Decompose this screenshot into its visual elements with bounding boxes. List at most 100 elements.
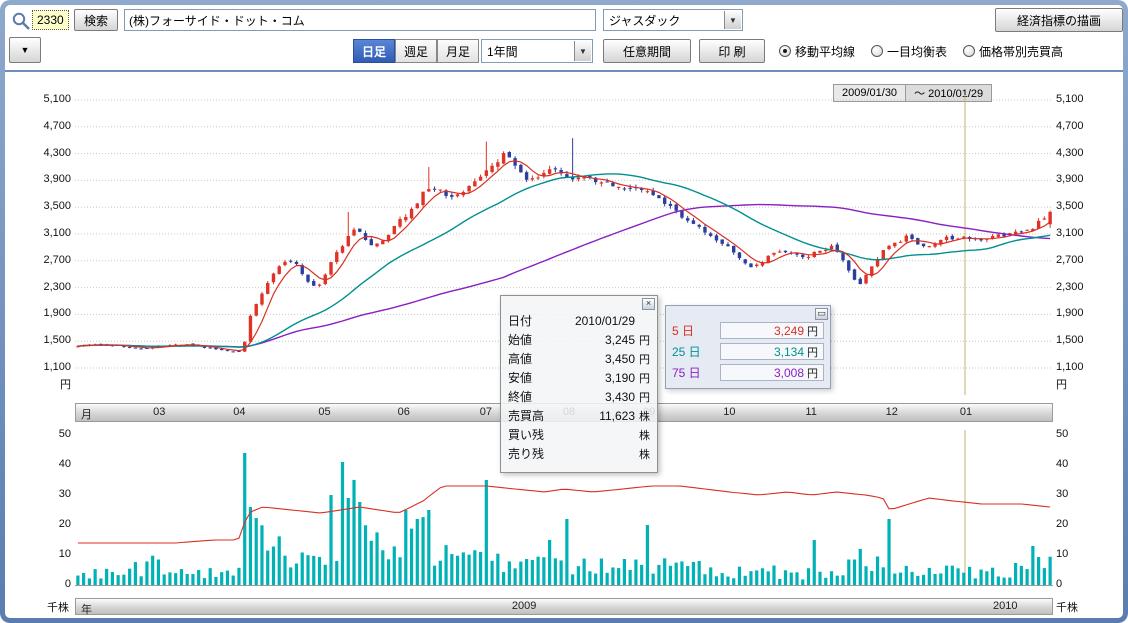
ma25-label: 25 日 — [672, 345, 701, 359]
tooltip-unit: 円 — [639, 391, 650, 404]
tooltip-unit: 株 — [639, 429, 650, 442]
volume-axis-unit-right: 千株 — [1056, 602, 1078, 614]
volume-axis-tick-left: 50 — [58, 428, 71, 440]
volume-axis-tick-right: 30 — [1056, 488, 1069, 500]
price-axis-tick-right: 1,500 — [1056, 334, 1084, 347]
company-name-input[interactable] — [124, 9, 596, 31]
year-label: 2010 — [993, 600, 1018, 612]
month-label: 07 — [479, 406, 492, 418]
market-select[interactable]: ジャスダック ▼ — [603, 9, 743, 31]
month-label: 04 — [233, 406, 246, 418]
price-axis-tick-left: 3,900 — [43, 173, 71, 186]
tooltip-label: 終値 — [508, 390, 533, 404]
close-icon[interactable]: × — [642, 298, 655, 310]
app-window-body: 検索 ジャスダック ▼ 経済指標の描画 ▼ 日足 週足 月足 1年間 ▼ 任意期… — [5, 5, 1123, 618]
price-axis-unit-left: 円 — [60, 379, 71, 391]
month-label: 11 — [805, 406, 817, 418]
price-axis-tick-left: 1,500 — [43, 334, 71, 347]
ma75-label: 75 日 — [672, 366, 701, 380]
economic-indicator-button[interactable]: 経済指標の描画 — [995, 8, 1123, 32]
ma25-legend-row: 25 日 3,134 円 — [666, 341, 830, 362]
volume-chart[interactable] — [75, 430, 1053, 592]
price-axis-tick-left: 4,700 — [43, 119, 71, 132]
date-range-display: 2009/01/30 ～ 2010/01/29 — [833, 84, 993, 102]
tooltip-row-low: 安値 3,190 円 — [501, 368, 657, 387]
ma-legend-titlebar[interactable]: ▭ — [666, 306, 830, 320]
volume-axis-tick-right: 0 — [1056, 578, 1063, 590]
minimize-icon[interactable]: ▭ — [815, 308, 828, 320]
tooltip-row-open: 始値 3,245 円 — [501, 330, 657, 349]
tooltip-row-date: 日付 2010/01/29 — [501, 311, 657, 330]
radio-moving-average-label: 移動平均線 — [795, 44, 856, 59]
price-axis-tick-right: 4,300 — [1056, 146, 1084, 159]
month-label: 06 — [397, 406, 410, 418]
chevron-down-icon[interactable]: ▼ — [724, 11, 741, 29]
price-axis-tick-right: 5,100 — [1056, 93, 1084, 105]
volume-axis-tick-right: 10 — [1056, 548, 1069, 560]
tooltip-label: 始値 — [508, 333, 533, 347]
month-label: 03 — [153, 406, 166, 418]
tooltip-unit: 円 — [639, 372, 650, 385]
price-axis-tick-left: 2,700 — [43, 253, 71, 266]
tooltip-row-close: 終値 3,430 円 — [501, 387, 657, 406]
month-strip-unit: 月 — [81, 409, 92, 421]
ma75-value-box: 3,008 円 — [720, 364, 824, 381]
tooltip-value: 2010/01/29 — [574, 313, 635, 328]
ma75-unit: 円 — [807, 367, 818, 380]
radio-unselected-icon[interactable] — [963, 45, 976, 57]
price-axis-tick-left: 4,300 — [43, 146, 71, 159]
custom-period-button[interactable]: 任意期間 — [603, 39, 691, 63]
price-axis-tick-left: 3,100 — [43, 227, 71, 239]
tooltip-label: 売買高 — [508, 409, 545, 423]
print-button[interactable]: 印 刷 — [699, 39, 765, 63]
volume-axis-unit-left: 千株 — [47, 602, 69, 614]
ma5-value-box: 3,249 円 — [720, 322, 824, 339]
price-axis-tick-left: 5,100 — [43, 93, 71, 105]
tooltip-label: 日付 — [508, 314, 533, 328]
ma75-value: 3,008 — [773, 365, 804, 380]
radio-unselected-icon[interactable] — [871, 45, 884, 57]
volume-axis-tick-right: 20 — [1056, 518, 1069, 530]
price-axis-tick-right: 2,700 — [1056, 253, 1084, 266]
ma25-value: 3,134 — [773, 344, 804, 359]
month-label: 10 — [723, 406, 736, 418]
ma75-legend-row: 75 日 3,008 円 — [666, 362, 830, 383]
search-button[interactable]: 検索 — [74, 9, 118, 31]
ma25-unit: 円 — [807, 346, 818, 359]
ohlc-tooltip-titlebar[interactable]: × — [501, 296, 657, 311]
ohlc-tooltip: × 日付 2010/01/29 始値 3,245 円 高値 3,450 円 安値… — [500, 295, 658, 473]
month-label: 01 — [959, 406, 973, 418]
tooltip-value: 3,450 — [604, 351, 635, 366]
price-axis-tick-left: 1,900 — [43, 307, 71, 320]
ma5-unit: 円 — [807, 325, 818, 338]
price-axis-tick-right: 1,900 — [1056, 307, 1084, 320]
radio-volume-by-price-label: 価格帯別売買高 — [979, 44, 1064, 59]
tooltip-unit: 円 — [639, 334, 650, 347]
period-select[interactable]: 1年間 ▼ — [481, 39, 593, 63]
tab-monthly[interactable]: 月足 — [437, 39, 479, 63]
ma-legend: ▭ 5 日 3,249 円 25 日 3,134 円 75 日 3,008 — [665, 305, 831, 389]
tooltip-unit: 株 — [639, 410, 650, 423]
tooltip-row-volume: 売買高 11,623 株 — [501, 406, 657, 425]
radio-selected-icon[interactable] — [779, 45, 791, 57]
radio-volume-by-price[interactable]: 価格帯別売買高 — [963, 43, 1063, 60]
stock-code-input[interactable] — [32, 10, 69, 30]
tooltip-row-margin-buy: 買い残 株 — [501, 425, 657, 444]
ma25-value-box: 3,134 円 — [720, 343, 824, 360]
chevron-down-icon[interactable]: ▼ — [574, 41, 591, 61]
tooltip-unit: 円 — [639, 353, 650, 366]
year-axis-strip: 年 2009 2010 — [75, 598, 1053, 616]
panel-dropdown-button[interactable]: ▼ — [9, 37, 41, 63]
search-icon — [12, 12, 30, 30]
volume-axis-tick-left: 0 — [64, 578, 71, 590]
volume-axis-tick-left: 30 — [58, 488, 71, 500]
tab-daily[interactable]: 日足 — [353, 39, 395, 63]
tooltip-value: 11,623 — [599, 408, 635, 423]
volume-axis-tick-right: 40 — [1056, 458, 1069, 470]
price-axis-tick-right: 4,700 — [1056, 119, 1084, 132]
tooltip-value: 3,190 — [604, 370, 635, 385]
radio-ichimoku[interactable]: 一目均衡表 — [871, 43, 947, 60]
radio-moving-average[interactable]: 移動平均線 — [779, 43, 855, 60]
radio-ichimoku-label: 一目均衡表 — [887, 44, 948, 59]
tab-weekly[interactable]: 週足 — [395, 39, 437, 63]
